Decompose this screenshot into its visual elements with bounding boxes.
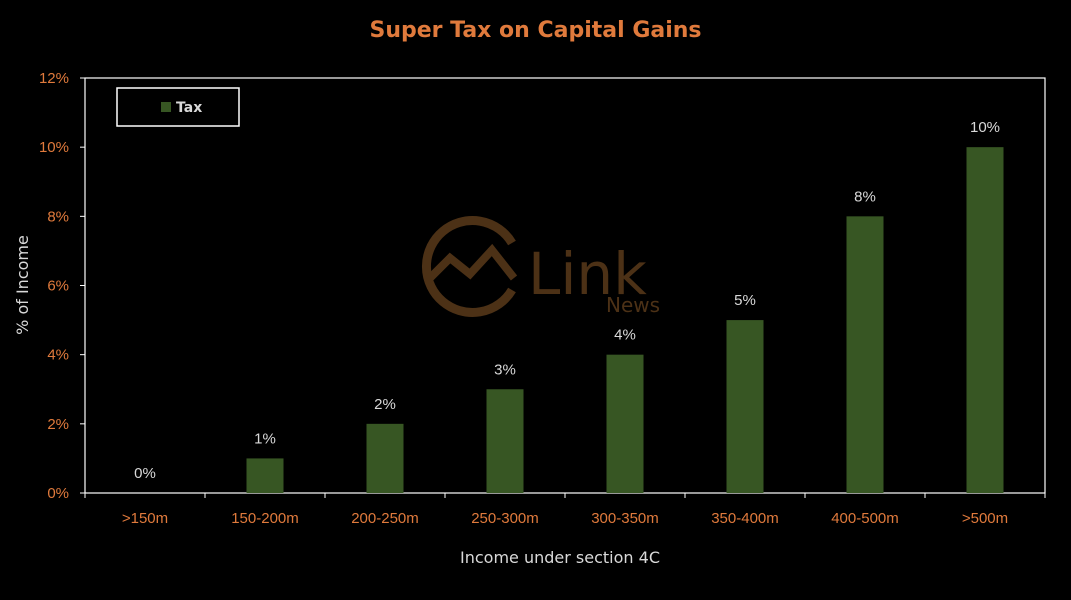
x-tick-label: >150m (122, 510, 168, 527)
y-tick-label: 8% (47, 208, 69, 225)
legend-label-tax: Tax (176, 100, 202, 116)
data-label: 0% (134, 465, 156, 482)
data-label: 3% (494, 361, 516, 378)
bar (366, 423, 404, 493)
x-tick-label: 400-500m (831, 510, 899, 527)
y-tick-label: 12% (39, 70, 69, 87)
data-label: 4% (614, 327, 636, 344)
x-tick-label: 150-200m (231, 510, 299, 527)
bar-series-tax (246, 147, 1004, 494)
y-axis-title: % of Income (13, 235, 32, 335)
bar (726, 320, 764, 493)
bar (966, 147, 1004, 493)
watermark-logo: Link News (422, 216, 660, 317)
x-tick-label: 200-250m (351, 510, 419, 527)
x-tick-label: 250-300m (471, 510, 539, 527)
y-tick-label: 2% (47, 416, 69, 433)
legend-swatch (161, 102, 171, 112)
y-tick-label: 4% (47, 347, 69, 364)
data-label: 1% (254, 430, 276, 447)
x-axis-title: Income under section 4C (460, 548, 660, 567)
chart-title: Super Tax on Capital Gains (369, 18, 702, 43)
legend: Tax (116, 87, 240, 127)
watermark-brand: Link (528, 240, 647, 308)
x-tick-label: >500m (962, 510, 1008, 527)
data-label: 2% (374, 396, 396, 413)
y-tick-label: 0% (47, 485, 69, 502)
bar (606, 354, 644, 493)
y-axis: 0% 2% 4% 6% 8% 10% 12% (39, 70, 85, 502)
data-label: 5% (734, 292, 756, 309)
bar (846, 216, 884, 494)
y-tick-label: 10% (39, 139, 69, 156)
x-tick-label: 300-350m (591, 510, 659, 527)
x-tick-label: 350-400m (711, 510, 779, 527)
x-axis: >150m 150-200m 200-250m 250-300m 300-350m 350… (84, 493, 1046, 527)
chart-circle-logo-icon (422, 216, 518, 317)
y-tick-label: 6% (47, 278, 69, 295)
bar (246, 458, 284, 493)
data-label: 8% (854, 188, 876, 205)
data-label: 10% (970, 119, 1000, 136)
data-labels: 0% 1% 2% 3% 4% 5% 8% 10% (134, 119, 1000, 482)
bar (486, 389, 524, 493)
watermark-sub: News (606, 293, 660, 317)
